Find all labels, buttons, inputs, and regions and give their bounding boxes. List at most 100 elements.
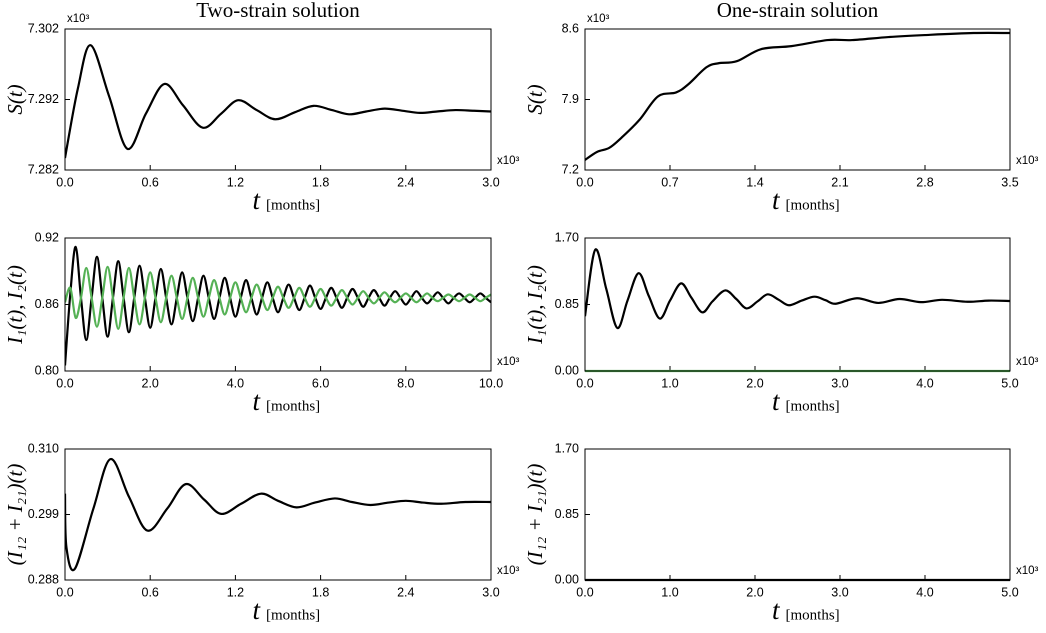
x-tick-label: 4.0 (227, 376, 244, 390)
x-multiplier: x10³ (1016, 356, 1039, 368)
y-tick-label: 7.292 (28, 92, 59, 106)
x-tick-label: 0.7 (661, 175, 678, 189)
x-tick-label: 3.0 (482, 175, 499, 189)
x-tick-label: 2.8 (916, 175, 933, 189)
x-tick-label: 6.0 (312, 376, 329, 390)
y-tick-label: 0.310 (28, 441, 59, 455)
y-tick-label: 0.86 (35, 297, 59, 311)
y-tick-label: 7.302 (28, 21, 59, 35)
y-axis-label: S(t) (523, 84, 547, 114)
data-line (65, 458, 491, 572)
x-tick-label: 0.0 (576, 585, 593, 599)
x-tick-label: 4.0 (916, 376, 933, 390)
y-axis-label: S(t) (3, 84, 27, 114)
x-tick-label: 2.0 (746, 376, 763, 390)
y-tick-label: 0.80 (35, 363, 59, 377)
plot-frame (64, 448, 492, 581)
data-line (65, 44, 491, 159)
x-multiplier: x10³ (497, 356, 520, 368)
x-tick-label: 2.0 (746, 585, 763, 599)
x-tick-label: 0.0 (576, 376, 593, 390)
plot-frame (584, 237, 1011, 372)
x-tick-label: 1.0 (661, 585, 678, 599)
x-multiplier: x10³ (1016, 565, 1039, 577)
y-tick-label: 0.85 (555, 507, 579, 521)
x-tick-label: 2.1 (831, 175, 848, 189)
data-line (65, 265, 491, 330)
y-axis-label: I₁(t), I₂(t) (523, 265, 547, 345)
x-tick-label: 0.0 (576, 175, 593, 189)
x-tick-label: 1.2 (227, 585, 244, 599)
x-tick-label: 1.0 (661, 376, 678, 390)
y-tick-label: 0.00 (555, 572, 579, 586)
x-axis-unit: [months] (786, 197, 840, 213)
x-tick-label: 1.8 (312, 585, 329, 599)
panel: 0.0 2.0 4.0 6.0 8.0 10.0 0.80 0.86 0.92 x10³ t [mon… (3, 230, 520, 416)
x-tick-label: 3.0 (482, 585, 499, 599)
x-axis-unit: [months] (786, 607, 840, 623)
y-tick-label: 7.282 (28, 162, 59, 176)
data-line (585, 31, 1010, 161)
y-tick-label: 0.299 (28, 507, 59, 521)
plot-frame (64, 237, 492, 372)
x-tick-label: 2.4 (397, 175, 414, 189)
data-line (65, 245, 491, 366)
x-axis-unit: [months] (786, 398, 840, 414)
plot-frame (64, 28, 492, 171)
panel-title: One-strain solution (717, 0, 879, 22)
x-axis-label: t (252, 386, 261, 416)
panel: 0.0 0.7 1.4 2.1 2.8 3.5 7.2 7.9 8.6 x10³ x10³ t [mon… (523, 0, 1039, 215)
panel: 0.0 0.6 1.2 1.8 2.4 3.0 0.288 0.299 0.310 x10³ t [m… (3, 441, 520, 625)
x-tick-label: 10.0 (479, 376, 503, 390)
y-tick-label: 0.288 (28, 572, 59, 586)
plot-frame (584, 28, 1011, 171)
plot-frame (584, 448, 1011, 581)
y-axis-label: (I₁₂ + I₂₁)(t) (523, 464, 547, 566)
panel-title: Two-strain solution (196, 0, 360, 22)
x-tick-label: 1.4 (746, 175, 763, 189)
x-tick-label: 0.6 (142, 585, 159, 599)
x-tick-label: 8.0 (397, 376, 414, 390)
x-tick-label: 3.0 (831, 376, 848, 390)
x-multiplier: x10³ (1016, 155, 1039, 167)
y-tick-label: 0.00 (555, 363, 579, 377)
y-tick-label: 1.70 (555, 230, 579, 244)
x-tick-label: 0.0 (56, 376, 73, 390)
x-axis-label: t (772, 595, 781, 625)
x-axis-label: t (252, 185, 261, 215)
x-tick-label: 5.0 (1001, 585, 1018, 599)
x-tick-label: 0.0 (56, 175, 73, 189)
x-axis-label: t (252, 595, 261, 625)
x-tick-label: 0.6 (142, 175, 159, 189)
x-tick-label: 3.5 (1001, 175, 1018, 189)
y-multiplier: x10³ (67, 13, 90, 25)
x-tick-label: 2.0 (142, 376, 159, 390)
x-multiplier: x10³ (497, 155, 520, 167)
x-axis-label: t (772, 386, 781, 416)
x-tick-label: 5.0 (1001, 376, 1018, 390)
x-axis-unit: [months] (266, 607, 320, 623)
x-tick-label: 1.2 (227, 175, 244, 189)
x-tick-label: 1.8 (312, 175, 329, 189)
data-line (585, 248, 1010, 330)
y-tick-label: 0.85 (555, 297, 579, 311)
x-axis-label: t (772, 185, 781, 215)
x-tick-label: 3.0 (831, 585, 848, 599)
y-multiplier: x10³ (587, 13, 610, 25)
y-tick-label: 0.92 (35, 230, 59, 244)
y-tick-label: 1.70 (555, 441, 579, 455)
x-tick-label: 4.0 (916, 585, 933, 599)
y-tick-label: 7.9 (562, 92, 579, 106)
x-tick-label: 2.4 (397, 585, 414, 599)
y-axis-label: I₁(t), I₂(t) (3, 265, 27, 345)
panel: 0.0 1.0 2.0 3.0 4.0 5.0 0.00 0.85 1.70 x10³ t [mont… (523, 230, 1039, 416)
x-axis-unit: [months] (266, 398, 320, 414)
x-multiplier: x10³ (497, 565, 520, 577)
panel: 0.0 0.6 1.2 1.8 2.4 3.0 7.282 7.292 7.302 x10³ x10… (3, 0, 520, 215)
y-axis-label: (I₁₂ + I₂₁)(t) (3, 464, 27, 566)
y-tick-label: 7.2 (562, 162, 579, 176)
panel: 0.0 1.0 2.0 3.0 4.0 5.0 0.00 0.85 1.70 x10³ t [mont… (523, 441, 1039, 625)
x-axis-unit: [months] (266, 197, 320, 213)
y-tick-label: 8.6 (562, 21, 579, 35)
